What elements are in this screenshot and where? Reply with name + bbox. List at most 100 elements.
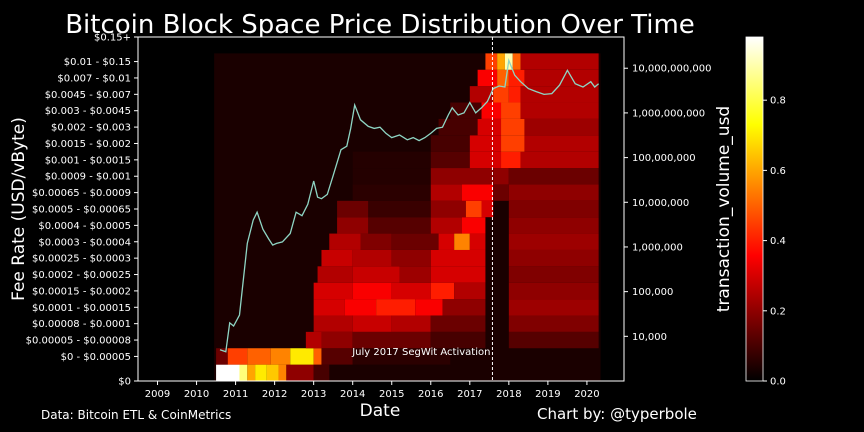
heatmap-cell <box>368 200 431 218</box>
y-tick-label: $0.00025 - $0.0003 <box>32 254 131 265</box>
x-tick-label: 2013 <box>301 389 326 400</box>
colorbar-tick-label: 0.8 <box>770 96 786 107</box>
heatmap-cell <box>508 266 599 283</box>
x-tick-label: 2014 <box>340 389 365 400</box>
heatmap-cell <box>352 315 392 332</box>
chart-title: Bitcoin Block Space Price Distribution O… <box>65 10 695 40</box>
heatmap-cell <box>321 249 353 267</box>
heatmap-cell <box>391 233 439 250</box>
heatmap-cell <box>352 331 431 349</box>
x-axis-label: Date <box>360 401 401 421</box>
heatmap-cell <box>477 69 498 87</box>
y-tick-label: $0.0005 - $0.00065 <box>32 205 131 216</box>
heatmap-cell <box>469 135 502 152</box>
heatmap-cell <box>493 86 509 103</box>
y-tick-label: $0.007 - $0.01 <box>57 73 131 84</box>
y-tick-label: $0.0001 - $0.00015 <box>32 303 131 314</box>
right-tick-label: 100,000,000 <box>632 153 696 164</box>
y-tick-label: $0.00005 - $0.00008 <box>26 336 131 347</box>
y-tick-label: $0.0002 - $0.00025 <box>32 270 131 281</box>
heatmap-cell <box>497 53 505 70</box>
heatmap-cell <box>512 53 521 70</box>
heatmap-cell <box>520 151 599 169</box>
heatmap-cell <box>508 282 599 300</box>
heatmap-cell <box>337 200 369 218</box>
heatmap-cell <box>520 102 599 119</box>
y-tick-label: $0.0003 - $0.0004 <box>38 237 131 248</box>
heatmap-cell <box>481 200 494 218</box>
heatmap-cell <box>216 348 228 365</box>
heatmap-cell <box>415 299 443 316</box>
heatmap-cell <box>255 364 267 381</box>
heatmap-cell <box>442 299 486 316</box>
heatmap-cell <box>430 200 466 218</box>
heatmap-cell <box>469 151 502 169</box>
heatmap-cell <box>321 331 353 349</box>
y-tick-label: $0 - $0.00005 <box>61 352 131 363</box>
heatmap-cell <box>508 86 521 103</box>
y-tick-label: $0.01 - $0.15 <box>64 57 131 68</box>
heatmap-cell <box>508 184 599 201</box>
heatmap-cell <box>313 315 353 332</box>
heatmap-cell <box>508 249 599 267</box>
y-axis-label: Fee Rate (USD/vByte) <box>9 117 29 301</box>
y-tick-label: $0.003 - $0.0045 <box>45 106 131 117</box>
heatmap-cell <box>430 184 462 201</box>
heatmap-cell <box>481 102 502 119</box>
heatmap-cell <box>508 299 599 316</box>
heatmap-cell <box>430 168 494 185</box>
x-tick-label: 2015 <box>379 389 404 400</box>
colorbar <box>745 36 764 382</box>
right-axis-ticks: 10,000 100,000 1,000,000 10,000,000 100,000,… <box>624 64 712 343</box>
heatmap-cell <box>313 299 345 316</box>
right-tick-label: 10,000 <box>632 332 667 343</box>
heatmap-cell <box>508 331 599 349</box>
colorbar-tick-label: 0.0 <box>770 377 786 388</box>
heatmap-cell <box>216 364 240 381</box>
right-axis-label: transaction_volume_usd <box>714 106 734 312</box>
heatmap-cell <box>430 315 486 332</box>
heatmap-cell <box>469 86 494 103</box>
right-tick-label: 1,000,000,000 <box>632 108 705 119</box>
x-tick-label: 2020 <box>574 389 599 400</box>
x-tick-label: 2012 <box>262 389 287 400</box>
heatmap-cell <box>399 266 431 283</box>
heatmap-cell <box>438 233 455 250</box>
x-tick-label: 2017 <box>457 389 482 400</box>
right-tick-label: 10,000,000,000 <box>632 64 712 75</box>
heatmap-cell <box>321 348 353 365</box>
heatmap-cell <box>454 233 470 250</box>
heatmap-cell <box>430 266 486 283</box>
heatmap-cell <box>376 299 416 316</box>
heatmap-cell <box>524 118 599 136</box>
x-tick-label: 2011 <box>223 389 248 400</box>
heatmap-cell <box>290 348 314 365</box>
heatmap-cell <box>337 217 369 234</box>
heatmap-cell <box>520 53 599 70</box>
heatmap-cell <box>430 135 470 152</box>
heatmap-cell <box>524 69 599 87</box>
heatmap <box>214 53 601 381</box>
heatmap-cell <box>497 69 509 87</box>
heatmap-cell <box>352 266 400 283</box>
colorbar-tick-label: 0.6 <box>770 166 786 177</box>
heatmap-cell <box>391 315 431 332</box>
heatmap-cell <box>239 364 248 381</box>
x-tick-label: 2019 <box>535 389 560 400</box>
heatmap-cell <box>270 348 291 365</box>
heatmap-cell <box>313 348 322 365</box>
y-tick-label: $0 <box>118 377 131 388</box>
heatmap-cell <box>305 331 322 349</box>
y-tick-label: $0.00065 - $0.0009 <box>32 188 131 199</box>
heatmap-cell <box>430 331 486 349</box>
colorbar-ticks: 0.0 0.2 0.4 0.6 0.8 <box>763 96 786 388</box>
heatmap-cell <box>329 233 361 250</box>
heatmap-cell <box>493 168 509 185</box>
heatmap-cell <box>317 266 353 283</box>
x-tick-label: 2009 <box>145 389 170 400</box>
x-axis-ticks: 2009 2010 2011 2012 2013 2014 2015 2016 2017 2018… <box>145 381 600 400</box>
colorbar-tick-label: 0.2 <box>770 306 786 317</box>
heatmap-cell <box>352 249 392 267</box>
right-tick-label: 100,000 <box>632 287 673 298</box>
